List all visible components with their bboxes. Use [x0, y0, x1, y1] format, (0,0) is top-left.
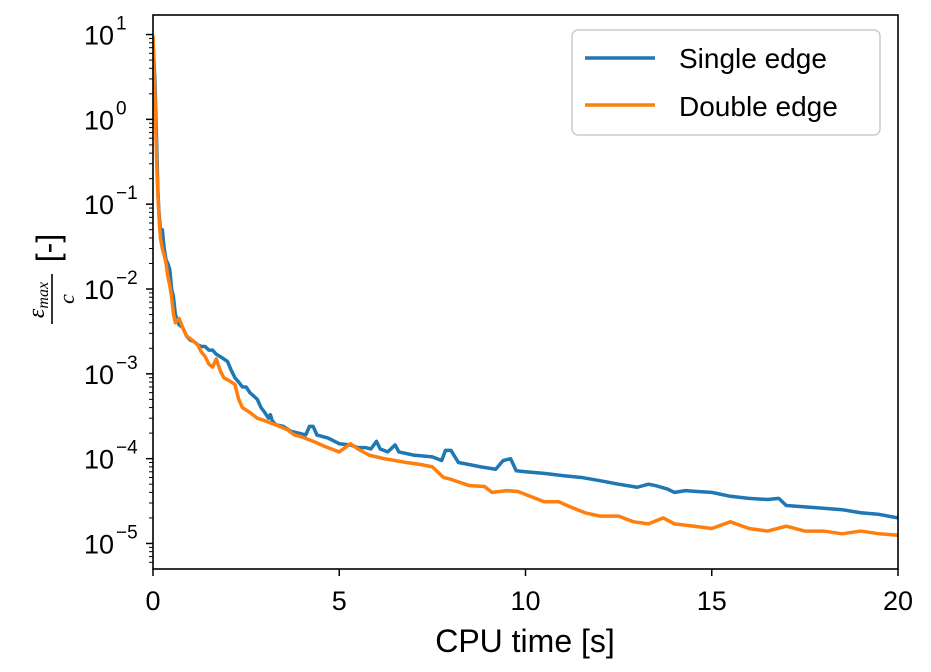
y-tick-label: 10 0 [84, 98, 127, 135]
x-tick-label: 5 [332, 586, 347, 616]
series-layer [153, 34, 898, 537]
legend-label-double-edge: Double edge [679, 91, 838, 122]
x-axis: 0 5 10 15 20 [145, 569, 913, 616]
y-tick-exponent: 1 [116, 14, 127, 35]
y-tick-exponent: −3 [116, 353, 138, 374]
y-tick-label: 10 −5 [84, 522, 138, 559]
y-title-subscript: max [35, 282, 52, 309]
y-tick-base: 10 [84, 445, 114, 475]
y-tick-label: 10 −1 [84, 183, 138, 220]
y-tick-exponent: −2 [116, 268, 138, 289]
y-title-denominator: c [54, 294, 79, 304]
x-tick-label: 15 [697, 586, 727, 616]
x-axis-title: CPU time [s] [435, 623, 615, 659]
y-tick-base: 10 [84, 105, 114, 135]
y-tick-exponent: 0 [116, 98, 127, 119]
y-tick-base: 10 [84, 275, 114, 305]
y-tick-exponent: −1 [116, 183, 138, 204]
y-title-unit: [-] [30, 234, 66, 262]
x-tick-label: 20 [883, 586, 913, 616]
y-tick-label: 10 −3 [84, 353, 138, 390]
y-tick-label: 10 −4 [84, 438, 138, 475]
legend-label-single-edge: Single edge [679, 43, 827, 74]
y-tick-base: 10 [84, 190, 114, 220]
y-tick-base: 10 [84, 21, 114, 51]
y-title-symbol: ε [24, 308, 50, 318]
y-tick-exponent: −5 [116, 522, 138, 543]
y-tick-exponent: −4 [116, 438, 138, 459]
y-tick-label: 10 1 [84, 14, 127, 51]
y-title-numerator: εmax [24, 282, 52, 318]
x-tick-label: 10 [510, 586, 540, 616]
y-tick-base: 10 [84, 360, 114, 390]
y-tick-base: 10 [84, 529, 114, 559]
series-line-double-edge [153, 34, 898, 537]
y-tick-label: 10 −2 [84, 268, 138, 305]
x-tick-label: 0 [145, 586, 160, 616]
legend: Single edge Double edge [571, 29, 881, 136]
y-axis-title: εmax c [-] [24, 234, 79, 324]
